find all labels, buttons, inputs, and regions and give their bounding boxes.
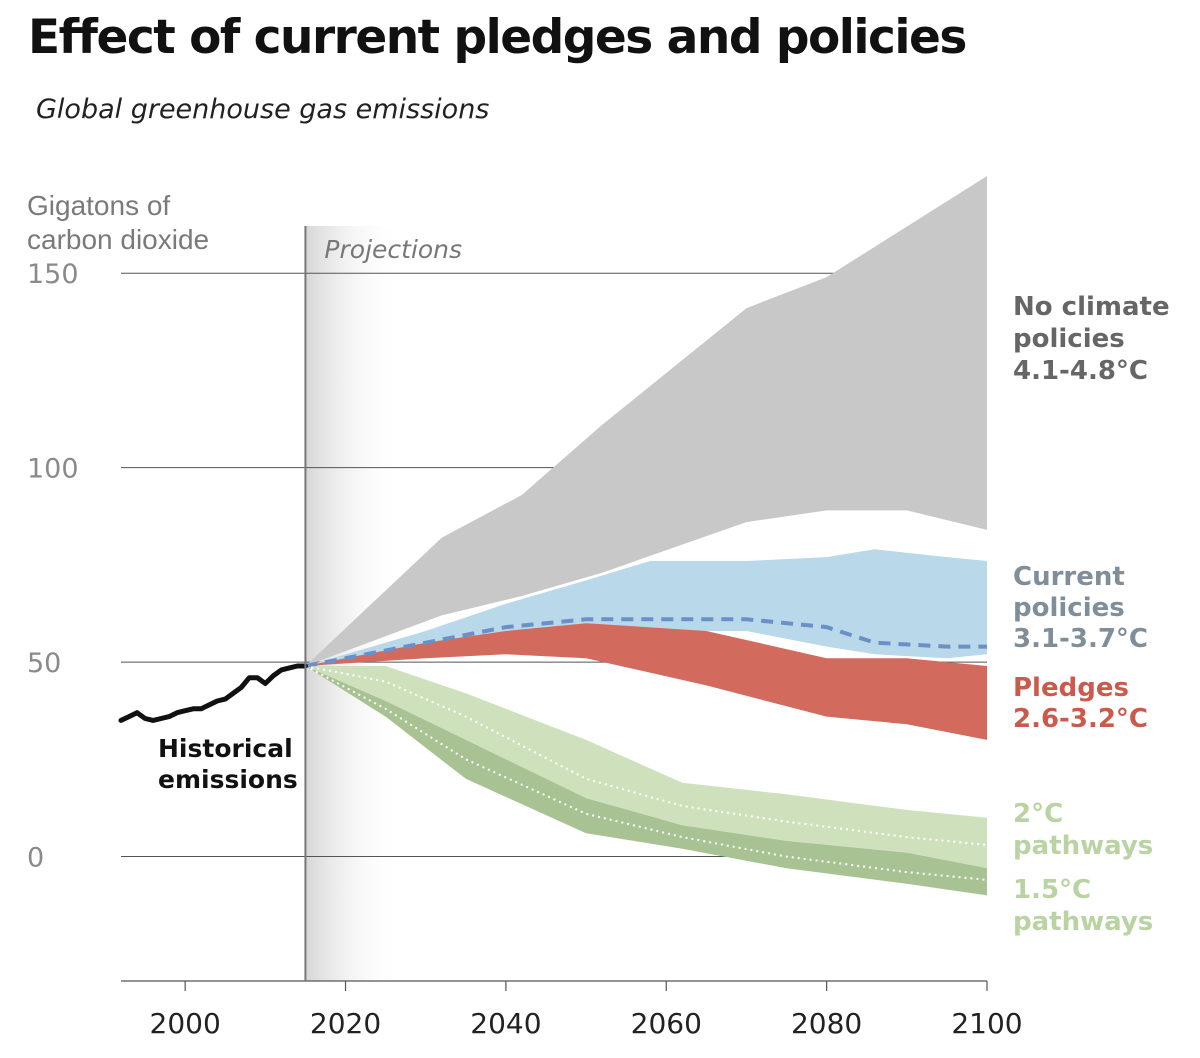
no-climate-policies-label: policies [1013, 324, 1125, 354]
2-c-median-line [305, 665, 988, 846]
historical-emissions-line [118, 663, 308, 723]
chart-subtitle: Global greenhouse gas emissions [36, 94, 490, 125]
y-tick-label: 0 [27, 843, 44, 874]
current-policies-median-line [305, 617, 987, 668]
no-climate-policies-band [305, 176, 987, 666]
pledges-band [305, 623, 987, 740]
1-5-c-band [305, 666, 987, 896]
pledges-label: Pledges [1013, 673, 1129, 703]
pledges-label: 2.6-3.2°C [1013, 704, 1148, 734]
1-5-c-label: 1.5°C [1013, 875, 1091, 905]
2-c-label: 2°C [1013, 799, 1063, 829]
no-climate-policies-label: No climate [1013, 292, 1170, 322]
1-5-c-median-line [304, 665, 988, 881]
projection-label: Projections [324, 235, 462, 264]
y-axis-label: Gigatons of [27, 190, 170, 221]
x-tick-label: 2000 [150, 1007, 221, 1040]
x-tick-label: 2080 [791, 1007, 862, 1040]
y-axis-label: carbon dioxide [27, 224, 209, 255]
historical-label: Historical [158, 734, 293, 763]
x-tick-label: 2060 [631, 1007, 702, 1040]
chart-title: Effect of current pledges and policies [28, 10, 967, 65]
x-tick-label: 2100 [951, 1007, 1022, 1040]
historical-label: emissions [158, 765, 298, 794]
y-tick-label: 50 [27, 648, 61, 679]
current-policies-label: 3.1-3.7°C [1013, 624, 1148, 654]
2-c-label: pathways [1013, 831, 1153, 861]
current-policies-label: Current [1013, 562, 1125, 592]
current-policies-label: policies [1013, 593, 1125, 623]
1-5-c-label: pathways [1013, 907, 1153, 937]
x-tick-label: 2020 [310, 1007, 381, 1040]
y-tick-label: 100 [27, 454, 79, 485]
y-tick-label: 150 [27, 259, 79, 290]
x-tick-label: 2040 [470, 1007, 541, 1040]
no-climate-policies-label: 4.1-4.8°C [1013, 356, 1148, 386]
